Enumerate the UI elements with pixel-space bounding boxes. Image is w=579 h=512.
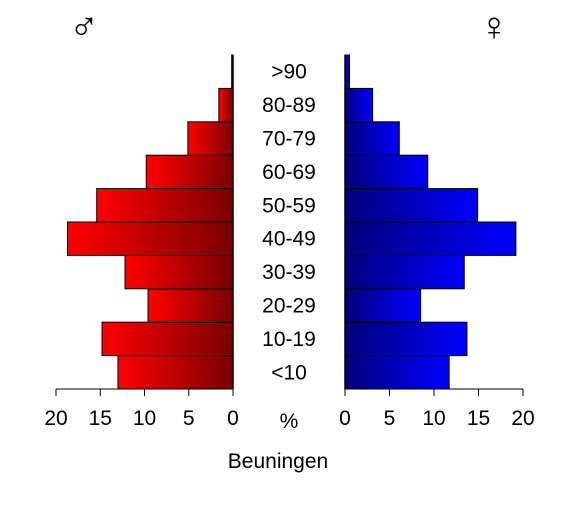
age-label-3: 30-39 [262, 261, 316, 284]
male-symbol: ♂ [69, 5, 99, 49]
age-label-6: 60-69 [262, 161, 316, 184]
age-label-9: >90 [271, 61, 307, 84]
female-bar-6 [344, 154, 429, 190]
age-label-4: 40-49 [262, 228, 316, 251]
male-bar-3 [124, 254, 234, 290]
female-bar-2 [344, 288, 422, 323]
male-tick-label-3: 15 [89, 407, 112, 430]
male-tick-label-1: 5 [183, 407, 195, 430]
age-label-5: 50-59 [262, 194, 316, 217]
age-label-0: <10 [271, 361, 307, 384]
male-bar-4 [67, 221, 234, 256]
female-bar-8 [344, 87, 374, 123]
center-unit-label: % [280, 410, 299, 433]
female-tick-label-4: 20 [511, 407, 534, 430]
female-tick-label-3: 15 [467, 407, 490, 430]
female-bar-4 [344, 221, 517, 256]
female-bar-1 [344, 321, 468, 357]
male-bars [67, 54, 234, 390]
male-tick-label-2: 10 [133, 407, 156, 430]
female-bar-5 [344, 188, 479, 223]
male-bar-5 [96, 188, 234, 223]
age-group-labels: <10 10-19 20-29 30-39 40-49 50-59 60-69 70-79 80… [262, 61, 316, 385]
female-tick-label-2: 10 [422, 407, 445, 430]
female-bar-7 [344, 121, 400, 156]
female-bar-0 [344, 355, 450, 390]
male-tick-label-0: 0 [227, 407, 239, 430]
male-bar-2 [147, 288, 234, 323]
female-symbol: ♀ [479, 5, 509, 49]
female-bars [344, 54, 517, 390]
female-x-axis: 0 5 10 15 20 [339, 388, 535, 430]
female-tick-label-0: 0 [339, 407, 351, 430]
male-tick-label-4: 20 [44, 407, 67, 430]
age-label-1: 10-19 [262, 328, 316, 351]
female-bar-3 [344, 254, 465, 290]
male-bar-6 [145, 154, 234, 190]
age-label-2: 20-29 [262, 295, 316, 318]
male-bar-8 [218, 87, 234, 123]
chart-title: Beuningen [228, 450, 328, 473]
female-tick-label-1: 5 [384, 407, 396, 430]
male-bar-1 [101, 321, 234, 357]
male-x-axis: 0 5 10 15 20 [44, 388, 239, 430]
male-bar-0 [117, 355, 234, 390]
male-bar-7 [187, 121, 234, 156]
age-label-8: 80-89 [262, 94, 316, 117]
age-label-7: 70-79 [262, 128, 316, 151]
